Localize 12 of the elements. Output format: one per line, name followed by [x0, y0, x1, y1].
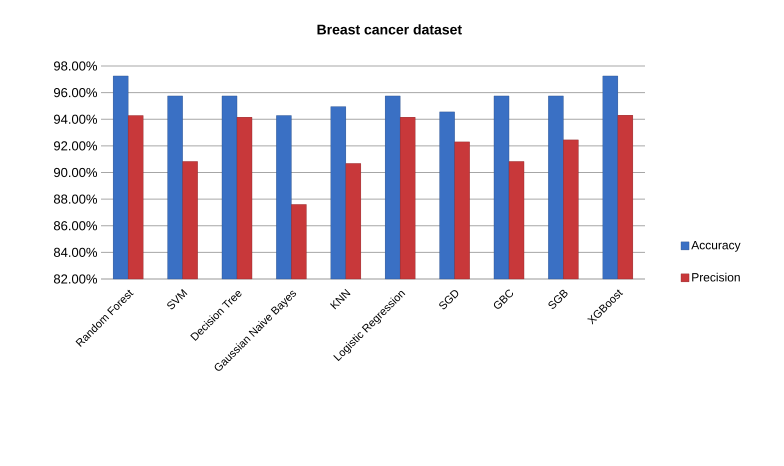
y-tick-label: 90.00% [54, 168, 98, 178]
y-tick-label: 88.00% [54, 194, 98, 204]
legend-label: Precision [692, 272, 740, 282]
y-tick-label: 92.00% [54, 141, 98, 150]
y-tick-label: 96.00% [54, 88, 98, 98]
legend-label: Accuracy [691, 241, 741, 252]
y-tick-label: 94.00% [54, 114, 98, 124]
chart-title: Breast cancer dataset [317, 24, 462, 35]
y-tick-label: 82.00% [54, 274, 98, 284]
y-tick-label: 84.00% [54, 248, 98, 257]
y-tick-label: 98.00% [54, 61, 98, 71]
y-tick-label: 86.00% [54, 221, 98, 230]
